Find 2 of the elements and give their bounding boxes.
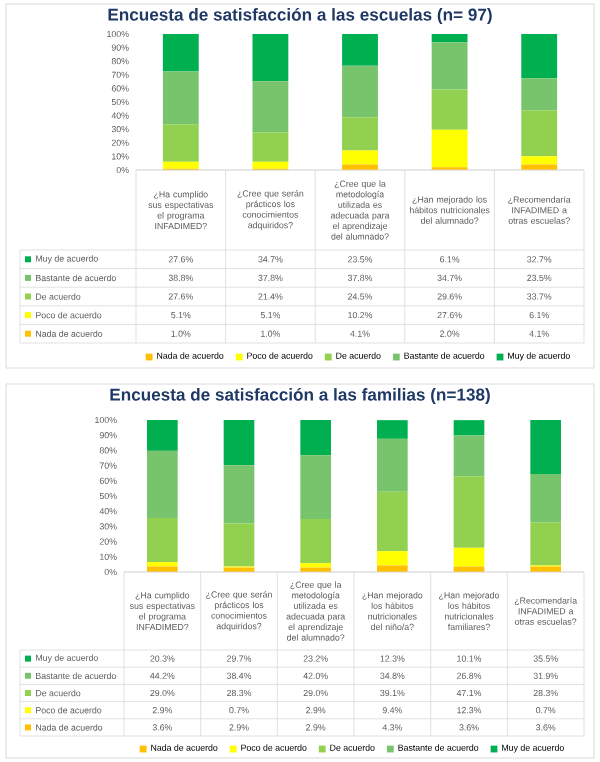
chart-title: Encuesta de satisfacción a las familias (n=138) xyxy=(110,387,490,405)
chart-title: Encuesta de satisfacción a las escuelas (n= 97) xyxy=(108,7,492,25)
